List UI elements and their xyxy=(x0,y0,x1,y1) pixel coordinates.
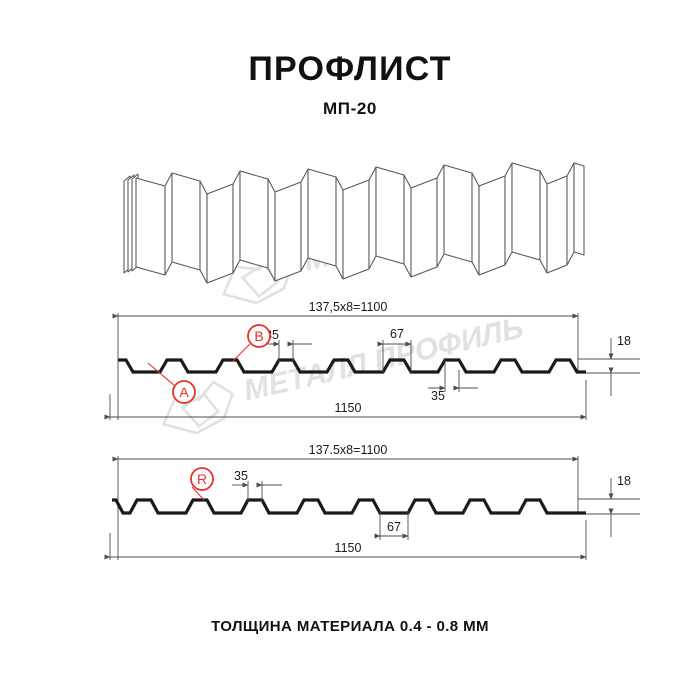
isometric-view xyxy=(123,162,585,284)
watermark-bottom: МЕТАЛЛ ПРОФИЛЬ xyxy=(161,311,526,435)
dim-crest-b: 35 xyxy=(232,469,282,502)
callout-a-label: A xyxy=(179,384,189,400)
callout-r-label: R xyxy=(197,471,207,487)
dim-trough-a: 67 xyxy=(377,327,412,374)
profile-a-outline xyxy=(118,358,586,374)
callout-b: B xyxy=(232,324,271,362)
dim-overall-b-label: 1150 xyxy=(335,541,362,555)
page-title: ПРОФЛИСТ xyxy=(248,50,452,88)
profile-b-outline xyxy=(112,498,586,515)
dim-height-a-label: 18 xyxy=(617,334,631,348)
dim-height-a: 18 xyxy=(578,334,640,396)
dim-crest-a-right-label: 35 xyxy=(431,389,445,403)
dim-overall-a: 1150 xyxy=(104,401,587,420)
dim-height-b-label: 18 xyxy=(617,474,631,488)
dim-pitch-a-label: 137,5x8=1100 xyxy=(309,300,388,314)
page-subtitle: МП-20 xyxy=(323,99,377,118)
footer-note: ТОЛЩИНА МАТЕРИАЛА 0.4 - 0.8 ММ xyxy=(211,618,489,635)
section-a: 137,5x8=1100 1150 35 67 xyxy=(104,300,640,420)
dim-overall-a-label: 1150 xyxy=(335,401,362,415)
dim-height-b: 18 xyxy=(578,474,640,537)
callout-a: A xyxy=(147,362,196,404)
section-b-extension-lines xyxy=(109,456,587,560)
dim-crest-b-label: 35 xyxy=(234,469,248,483)
header-block: ПРОФЛИСТ МП-20 xyxy=(0,52,700,117)
dim-trough-b: 67 xyxy=(374,511,409,540)
dim-crest-a-right: 35 xyxy=(428,358,478,403)
dim-pitch-a: 137,5x8=1100 xyxy=(112,300,579,319)
dim-pitch-b: 137.5x8=1100 xyxy=(112,443,579,462)
section-b: 137.5x8=1100 1150 35 67 xyxy=(104,443,640,560)
dim-pitch-b-label: 137.5x8=1100 xyxy=(309,443,388,457)
dim-trough-a-label: 67 xyxy=(390,327,404,341)
callout-r: R xyxy=(190,467,214,501)
iso-flutes xyxy=(135,162,585,284)
dim-trough-b-label: 67 xyxy=(387,520,401,534)
dim-overall-b: 1150 xyxy=(104,541,587,560)
callout-b-label: B xyxy=(254,328,263,344)
